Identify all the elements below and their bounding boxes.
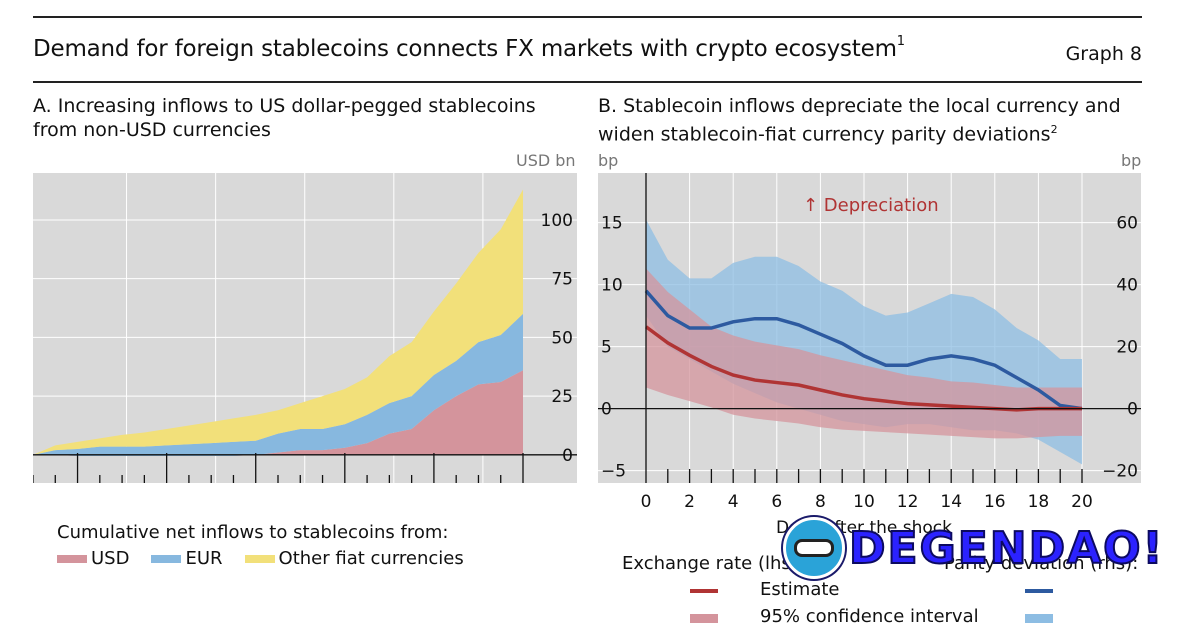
panel-a-ytick-label: 100 <box>541 211 573 231</box>
graph-title: Demand for foreign stablecoins connects … <box>33 34 905 62</box>
panel-b-title-line2: widen stablecoin-fiat currency parity de… <box>598 123 1051 146</box>
panel-a-xtick-label: 2022 <box>170 484 213 485</box>
panel-b-title-footnote: 2 <box>1050 123 1058 136</box>
panel-b-unit-right: bp <box>1121 151 1142 170</box>
panel-b-ytick-left-label: 10 <box>601 276 623 296</box>
panel-a-legend: Cumulative net inflows to stablecoins fr… <box>57 522 486 569</box>
legend-parity-estimate-line <box>1025 589 1053 593</box>
legend-parity-ci-band <box>1025 614 1053 623</box>
depreciation-annotation: ↑ Depreciation <box>803 195 939 216</box>
panel-b-ytick-left-label: 5 <box>601 338 612 358</box>
panel-b-chart: −5 0 5 10 15 −20 0 20 40 60 0 2 4 6 8 10 12 14 16 18 20 ↑ Dep… <box>598 173 1141 538</box>
panel-b-ytick-left-label: −5 <box>601 462 626 482</box>
exchange-rate-estimate-line <box>644 325 1082 412</box>
panel-b-xtick-label: 14 <box>940 492 962 512</box>
legend-other-label: Other fiat currencies <box>278 548 464 569</box>
parity-deviation-estimate-line <box>644 289 1083 411</box>
title-footnote: 1 <box>896 34 905 50</box>
panel-a-title: A. Increasing inflows to US dollar-pegge… <box>33 94 536 142</box>
legend-estimate-label: Estimate <box>760 579 840 600</box>
panel-b-xtick-label: 16 <box>984 492 1006 512</box>
panel-a-title-line1: A. Increasing inflows to US dollar-pegge… <box>33 95 536 117</box>
area-series-usd <box>33 370 523 456</box>
panel-b-ytick-right-label: −20 <box>1102 462 1138 482</box>
legend-eur-swatch <box>151 554 182 563</box>
panel-b-ytick-right-label: 40 <box>1116 276 1138 296</box>
legend-other-swatch <box>244 554 275 563</box>
panel-b-xtick-label: 4 <box>728 492 739 512</box>
panel-a-ytick-label: 75 <box>551 270 573 290</box>
panel-b-ytick-left-label: 15 <box>601 214 623 234</box>
legend-exchange-ci-band <box>690 614 718 623</box>
panel-b-xtick-label: 0 <box>641 492 652 512</box>
panel-b-xtick-label: 10 <box>853 492 875 512</box>
legend-usd-swatch <box>57 554 87 563</box>
panel-b-xtick-label: 6 <box>771 492 782 512</box>
panel-b-xtick-label: 18 <box>1028 492 1050 512</box>
panel-b-xtick-label: 2 <box>684 492 695 512</box>
top-rule <box>33 16 1142 18</box>
panel-a-ytick-label: 0 <box>562 446 573 466</box>
panel-b-title-line1: B. Stablecoin inflows depreciate the loc… <box>598 95 1121 117</box>
legend-exchange-heading: Exchange rate (lhs): <box>622 553 804 574</box>
panel-a-legend-heading: Cumulative net inflows to stablecoins fr… <box>57 522 449 543</box>
panel-b-ytick-right-label: 0 <box>1127 400 1138 420</box>
legend-usd: USD <box>57 548 129 569</box>
watermark: DEGENDAO! <box>783 517 1165 579</box>
watermark-text: DEGENDAO! <box>848 522 1165 575</box>
legend-exchange-estimate-line <box>690 589 718 593</box>
panel-a-xtick-label: 2023 <box>259 484 302 485</box>
panel-b-xtick-label: 20 <box>1071 492 1093 512</box>
panel-a-unit: USD bn <box>516 151 576 170</box>
area-series-eur <box>33 313 523 456</box>
panel-b-title: B. Stablecoin inflows depreciate the loc… <box>598 94 1121 146</box>
legend-ci-label: 95% confidence interval <box>760 606 979 627</box>
legend-other: Other fiat currencies <box>244 548 464 569</box>
panel-b-ytick-left-label: 0 <box>601 400 612 420</box>
panel-a-xtick-label: 2024 <box>348 484 391 485</box>
legend-eur: EUR <box>151 548 223 569</box>
panel-b-unit-left: bp <box>598 151 619 170</box>
legend-eur-label: EUR <box>185 548 223 569</box>
panel-a-ytick-label: 25 <box>551 387 573 407</box>
panel-a-ytick-label: 50 <box>551 328 573 348</box>
panel-b-ytick-right-label: 20 <box>1116 338 1138 358</box>
graph-number: Graph 8 <box>1065 43 1142 65</box>
header-rule <box>33 81 1142 83</box>
panel-a-chart: 0 25 50 75 100 2021 2022 2023 2024 2025 <box>33 173 577 485</box>
area-series-other-fiat-currencies <box>33 189 523 455</box>
graph-title-text: Demand for foreign stablecoins connects … <box>33 36 897 62</box>
legend-parity-heading: Parity deviation (rhs): <box>944 553 1139 574</box>
watermark-mascot-icon <box>783 517 845 579</box>
panel-a-xtick-label: 2025 <box>437 484 480 485</box>
panel-a-title-line2: from non-USD currencies <box>33 119 271 141</box>
panel-a-xtick-label: 2021 <box>81 484 124 485</box>
exchange-rate-ci-band <box>646 268 1082 439</box>
panel-b-xtick-label: 8 <box>815 492 826 512</box>
panel-b-xtick-label: 12 <box>897 492 919 512</box>
panel-b-ytick-right-label: 60 <box>1116 214 1138 234</box>
legend-usd-label: USD <box>91 548 130 569</box>
